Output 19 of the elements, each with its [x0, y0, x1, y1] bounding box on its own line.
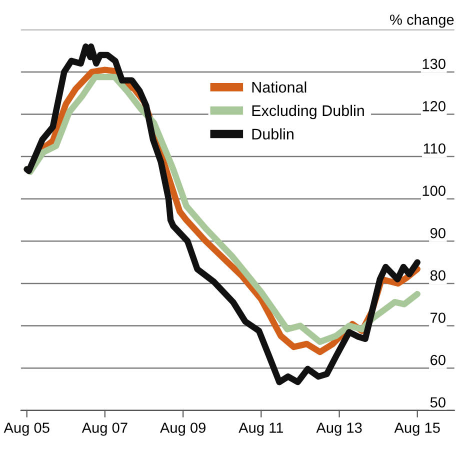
legend-label: Dublin: [252, 128, 294, 140]
y-tick-label: 110: [424, 143, 446, 154]
y-tick-label: 80: [430, 270, 446, 281]
y-tick-label: 70: [430, 312, 446, 323]
x-tick-label: Aug 15: [394, 422, 440, 436]
legend-label: National: [252, 81, 306, 93]
y-tick-label: 120: [422, 101, 446, 112]
y-tick-label: 130: [422, 58, 446, 70]
x-tick-label: Aug 05: [4, 422, 50, 436]
y-tick-label: 90: [430, 228, 446, 238]
legend-label: Excluding Dublin: [252, 104, 364, 120]
x-tick-label: Aug 11: [238, 422, 283, 436]
x-tick-label: Aug 13: [316, 422, 362, 436]
x-tick-label: Aug 09: [160, 422, 206, 436]
x-tick-label: Aug 07: [82, 422, 128, 436]
y-axis-title: % change: [390, 14, 454, 28]
y-tick-label: 60: [430, 354, 446, 366]
y-tick-label: 50: [430, 397, 446, 408]
y-tick-label: 100: [422, 186, 446, 196]
